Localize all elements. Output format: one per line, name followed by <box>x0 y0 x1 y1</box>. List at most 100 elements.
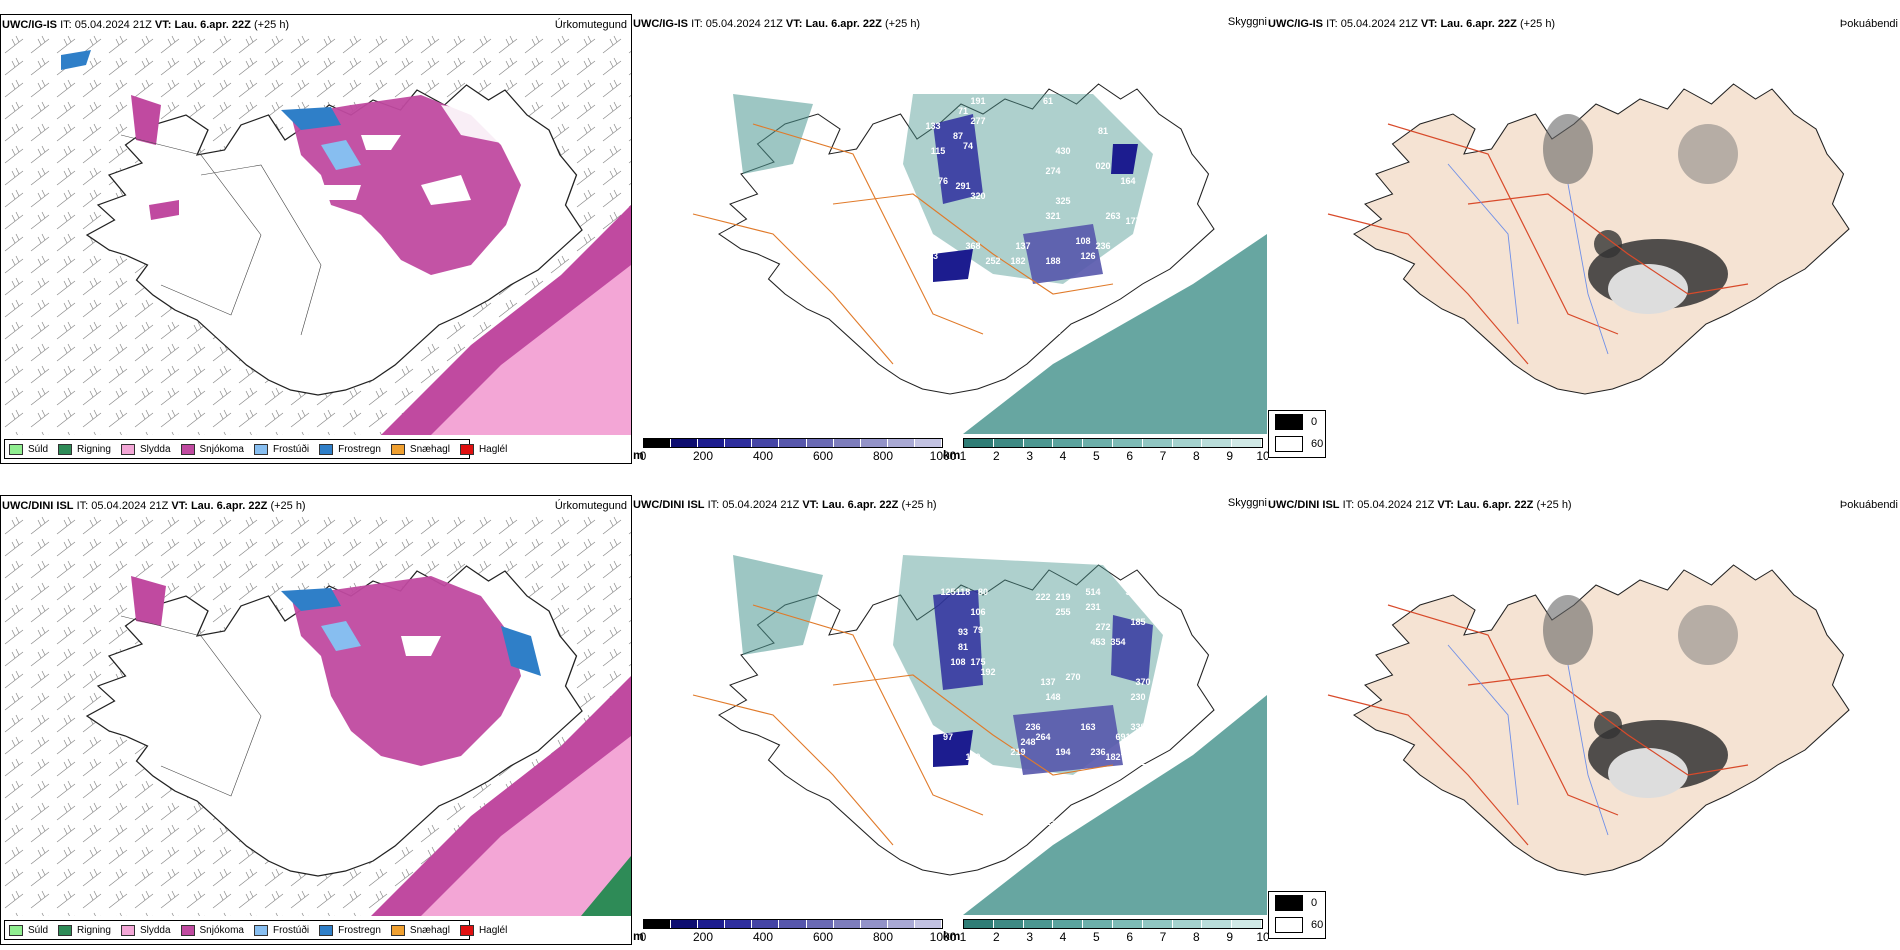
snow-depth-label: 80 <box>783 552 793 562</box>
visibility-colorbar-tick-label: 9 <box>1226 449 1233 463</box>
snow-depth-label: 172 <box>1045 326 1060 336</box>
snow-depth-label: 120 <box>965 752 980 762</box>
fog-legend: 0 60 <box>1268 410 1326 458</box>
legend-item-rain: Rigning <box>58 924 111 936</box>
snow-depth-label: 020 <box>1095 161 1110 171</box>
precip-type-map <box>1 35 631 435</box>
visibility-colorbar-cell <box>993 920 1024 928</box>
visibility-colorbar-cell <box>1172 439 1203 447</box>
fog-legend-swatch <box>1275 917 1303 933</box>
snow-depth-label: 133 <box>925 121 940 131</box>
legend-item-freezing-drizzle: Frostúði <box>253 443 309 455</box>
panel-title: Úrkomutegund <box>554 19 627 31</box>
legend-swatch <box>120 924 135 936</box>
visibility-colorbar-cell <box>1112 439 1143 447</box>
legend-swatch <box>58 924 73 936</box>
snow-depth-colorbar-cell <box>698 920 726 928</box>
snow-depth-label: 194 <box>1055 747 1070 757</box>
legend-item-snow: Snjókoma <box>180 924 244 936</box>
visibility-colorbar: 1 2 3 4 5 6 7 8 9 10 <box>960 919 1270 944</box>
panel-header: UWC/IG-IS IT: 05.04.2024 21Z VT: Lau. 6.… <box>633 18 921 30</box>
visibility-colorbar-cell <box>1053 920 1084 928</box>
fog-legend: 0 60 <box>1268 891 1326 939</box>
snow-depth-label: 526 <box>1125 587 1140 597</box>
legend-swatch <box>390 443 405 455</box>
snow-depth-label: 182 <box>1010 256 1025 266</box>
snow-depth-label: 229 <box>865 231 880 241</box>
snow-depth-label: 230 <box>1130 692 1145 702</box>
visibility-unit: km <box>943 448 961 462</box>
visibility-colorbar-tick-label: 10 <box>1256 449 1270 463</box>
snow-depth-label: 270 <box>1065 672 1080 682</box>
snow-depth-colorbar-cell <box>698 439 726 447</box>
snow-depth-colorbar-cell <box>779 920 807 928</box>
snow-depth-label: 368 <box>965 241 980 251</box>
visibility-colorbar-tick-label: 8 <box>1192 449 1200 463</box>
snow-depth-colorbar-cell <box>752 920 780 928</box>
snow-depth-colorbar-cell <box>860 920 888 928</box>
snow-depth-label: 106 <box>970 607 985 617</box>
snow-depth-label: 182 <box>1105 752 1120 762</box>
snow-depth-label: 185 <box>1105 261 1120 271</box>
visibility-colorbar-cell <box>1023 439 1054 447</box>
visibility-colorbar-tick-label: 7 <box>1159 930 1167 944</box>
visibility-colorbar-cell <box>1202 439 1233 447</box>
visibility-colorbar-cell <box>1083 920 1113 928</box>
snow-depth-label: 192 <box>980 667 995 677</box>
fog-legend-swatch <box>1275 436 1303 452</box>
legend-item-freezing-drizzle: Frostúði <box>253 924 309 936</box>
snow-depth-label: 148 <box>1045 692 1060 702</box>
snow-depth-unit: m <box>633 448 644 462</box>
visibility-colorbar-tick-label: 4 <box>1059 449 1067 463</box>
snow-depth-label: 137 <box>1015 241 1030 251</box>
precip-type-legend: Súld Rigning Slydda Snjókoma Frostúði Fr… <box>4 920 507 940</box>
visibility-colorbar-tick-label: 4 <box>1059 930 1067 944</box>
snow-depth-label: 514 <box>1085 587 1100 597</box>
snow-depth-colorbar-cell <box>914 920 943 928</box>
snow-depth-label: 115 <box>931 146 946 156</box>
visibility-colorbar-cell <box>1083 439 1113 447</box>
panel-header: UWC/DINI ISL IT: 05.04.2024 21Z VT: Lau.… <box>1268 499 1572 511</box>
snow-depth-colorbar-tick-label: 400 <box>752 930 774 944</box>
snow-depth-label: 430 <box>1055 146 1070 156</box>
visibility-colorbar-cell <box>1142 439 1173 447</box>
snow-depth-colorbar-cell <box>806 920 834 928</box>
snow-depth-colorbar-cell <box>644 920 672 928</box>
snow-depth-label: 219 <box>1010 747 1025 757</box>
snow-depth-label: 222 <box>1035 592 1050 602</box>
legend-item-snow-pellets: Snæhagl <box>390 443 450 455</box>
snow-depth-label: 61 <box>1043 96 1053 106</box>
snow-depth-label: 221 <box>1095 767 1110 777</box>
visibility-colorbar-tick-label: 2 <box>992 449 1000 463</box>
snow-depth-label: 177 <box>1125 216 1140 226</box>
legend-swatch <box>58 443 73 455</box>
legend-item-drizzle: Súld <box>9 924 48 936</box>
snow-depth-label: 252 <box>985 256 1000 266</box>
visibility-colorbar-tick-label: 9 <box>1226 930 1233 944</box>
visibility-colorbar-cell <box>964 439 994 447</box>
visibility-colorbar-cell <box>964 920 994 928</box>
snow-depth-label: 236 <box>1025 722 1040 732</box>
visibility-colorbar-cell <box>1232 439 1262 447</box>
snow-depth-label: 263 <box>1105 211 1120 221</box>
snow-depth-label: 126 <box>1080 251 1095 261</box>
legend-swatch <box>390 924 405 936</box>
snow-depth-label: 74 <box>963 141 973 151</box>
visibility-colorbar-tick-label: 3 <box>1026 930 1033 944</box>
snow-depth-colorbar-cell <box>887 920 915 928</box>
legend-item-hail: Haglél <box>459 924 507 936</box>
snow-depth-label: 71 <box>958 106 968 116</box>
panel-header: UWC/DINI ISL IT: 05.04.2024 21Z VT: Lau.… <box>2 500 306 512</box>
legend-swatch <box>9 924 23 936</box>
visibility-colorbar-cell <box>993 439 1024 447</box>
snow-depth-label: 277 <box>970 116 985 126</box>
legend-item-hail: Haglél <box>459 443 507 455</box>
panel-title: Þokuábendi <box>1839 499 1898 511</box>
snow-depth-colorbar-tick-label: 600 <box>812 930 834 944</box>
fog-indicator-panel-dini: UWC/DINI ISL IT: 05.04.2024 21Z VT: Lau.… <box>1268 495 1900 945</box>
snow-depth-colorbar-cell <box>806 439 834 447</box>
fog-legend-row: 60 <box>1269 914 1325 936</box>
snow-depth-label: 325 <box>1055 196 1070 206</box>
snow-depth-label: 188 <box>1045 256 1060 266</box>
